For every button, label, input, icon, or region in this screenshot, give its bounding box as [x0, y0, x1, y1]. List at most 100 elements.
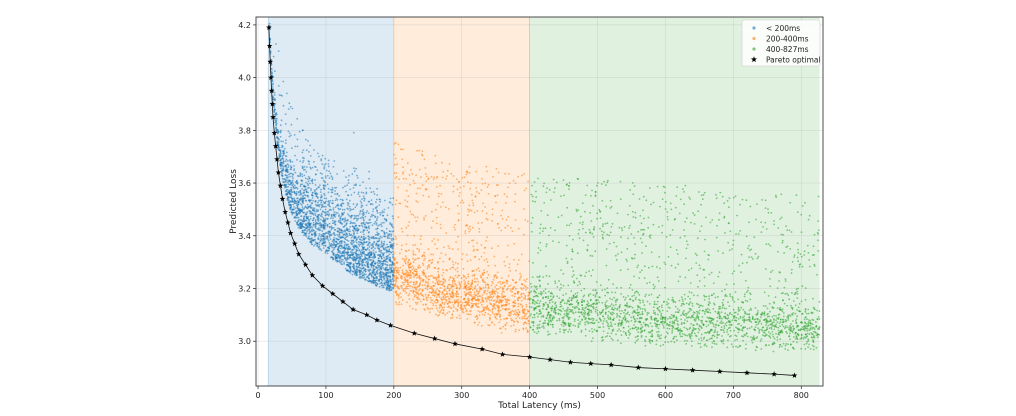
scatter-point — [496, 271, 499, 274]
scatter-point — [346, 228, 349, 231]
scatter-point — [320, 206, 323, 209]
scatter-point — [273, 91, 276, 94]
scatter-point — [558, 280, 560, 282]
scatter-point — [308, 200, 311, 203]
scatter-point — [514, 299, 516, 302]
scatter-point — [775, 326, 778, 328]
scatter-point — [280, 94, 282, 97]
scatter-point — [303, 174, 306, 177]
scatter-point — [716, 224, 718, 227]
scatter-point — [294, 216, 297, 219]
scatter-point — [298, 208, 301, 211]
scatter-point — [526, 317, 528, 319]
scatter-point — [362, 195, 365, 198]
scatter-point — [435, 293, 437, 295]
scatter-point — [445, 269, 447, 271]
scatter-point — [349, 267, 352, 269]
scatter-point — [380, 249, 383, 252]
scatter-point — [476, 295, 479, 298]
scatter-point — [380, 240, 383, 243]
scatter-point — [438, 307, 441, 309]
scatter-point — [381, 279, 384, 282]
scatter-point — [295, 213, 298, 216]
scatter-point — [656, 185, 659, 188]
scatter-point — [355, 240, 357, 242]
scatter-point — [440, 206, 442, 208]
scatter-point — [365, 241, 368, 244]
scatter-point — [350, 217, 352, 219]
scatter-point — [304, 228, 306, 231]
scatter-point — [527, 330, 529, 333]
scatter-point — [660, 312, 663, 315]
shaded-region-0 — [268, 17, 394, 386]
scatter-point — [294, 220, 297, 222]
scatter-point — [469, 287, 472, 290]
scatter-point — [720, 311, 723, 314]
scatter-point — [343, 247, 346, 250]
scatter-point — [440, 227, 442, 230]
scatter-point — [547, 321, 550, 323]
scatter-point — [654, 313, 657, 316]
scatter-point — [356, 229, 358, 232]
scatter-point — [739, 317, 742, 319]
scatter-point — [471, 305, 473, 308]
scatter-point — [491, 213, 494, 216]
scatter-point — [318, 155, 320, 158]
scatter-point — [348, 271, 351, 273]
scatter-point — [513, 295, 516, 298]
scatter-point — [657, 327, 660, 330]
scatter-point — [504, 328, 507, 330]
scatter-point — [302, 149, 305, 152]
scatter-point — [334, 216, 337, 218]
scatter-point — [775, 196, 778, 199]
scatter-point — [624, 299, 626, 301]
scatter-point — [486, 300, 488, 303]
scatter-point — [362, 231, 364, 233]
scatter-point — [304, 199, 307, 202]
scatter-point — [322, 233, 324, 235]
scatter-point — [363, 253, 366, 256]
scatter-point — [468, 291, 471, 293]
scatter-point — [666, 211, 669, 213]
scatter-point — [331, 246, 333, 249]
scatter-point — [813, 345, 815, 348]
scatter-point — [279, 153, 281, 156]
scatter-point — [606, 222, 609, 225]
scatter-point — [536, 324, 539, 327]
scatter-point — [285, 183, 288, 186]
scatter-point — [369, 221, 372, 224]
scatter-point — [309, 218, 312, 220]
scatter-point — [527, 310, 530, 313]
scatter-point — [281, 172, 283, 175]
scatter-point — [728, 197, 731, 200]
scatter-point — [469, 228, 472, 231]
scatter-point — [504, 172, 506, 175]
scatter-point — [349, 256, 352, 259]
scatter-point — [525, 305, 528, 308]
scatter-point — [362, 238, 365, 241]
scatter-point — [416, 216, 419, 219]
scatter-point — [299, 160, 302, 163]
scatter-point — [339, 216, 342, 219]
scatter-point — [412, 250, 415, 253]
scatter-point — [472, 303, 474, 305]
scatter-point — [495, 304, 498, 307]
scatter-points — [268, 22, 821, 353]
scatter-point — [467, 210, 470, 213]
scatter-point — [418, 276, 421, 279]
scatter-point — [761, 199, 763, 201]
scatter-point — [310, 212, 313, 215]
scatter-point — [407, 294, 410, 297]
scatter-point — [328, 245, 331, 248]
scatter-point — [428, 278, 430, 281]
scatter-point — [738, 345, 741, 348]
scatter-point — [685, 240, 688, 243]
scatter-point — [382, 286, 385, 289]
scatter-point — [511, 319, 514, 321]
scatter-point — [309, 212, 311, 215]
scatter-point — [606, 321, 608, 324]
scatter-point — [484, 289, 487, 292]
scatter-point — [442, 268, 444, 271]
scatter-point — [382, 254, 385, 257]
